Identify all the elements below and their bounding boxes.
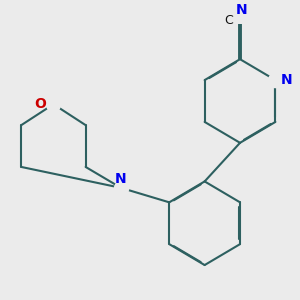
Text: N: N (115, 172, 127, 186)
Text: C: C (224, 14, 233, 27)
Text: N: N (236, 3, 248, 17)
Text: O: O (34, 97, 46, 111)
Text: N: N (281, 73, 293, 87)
